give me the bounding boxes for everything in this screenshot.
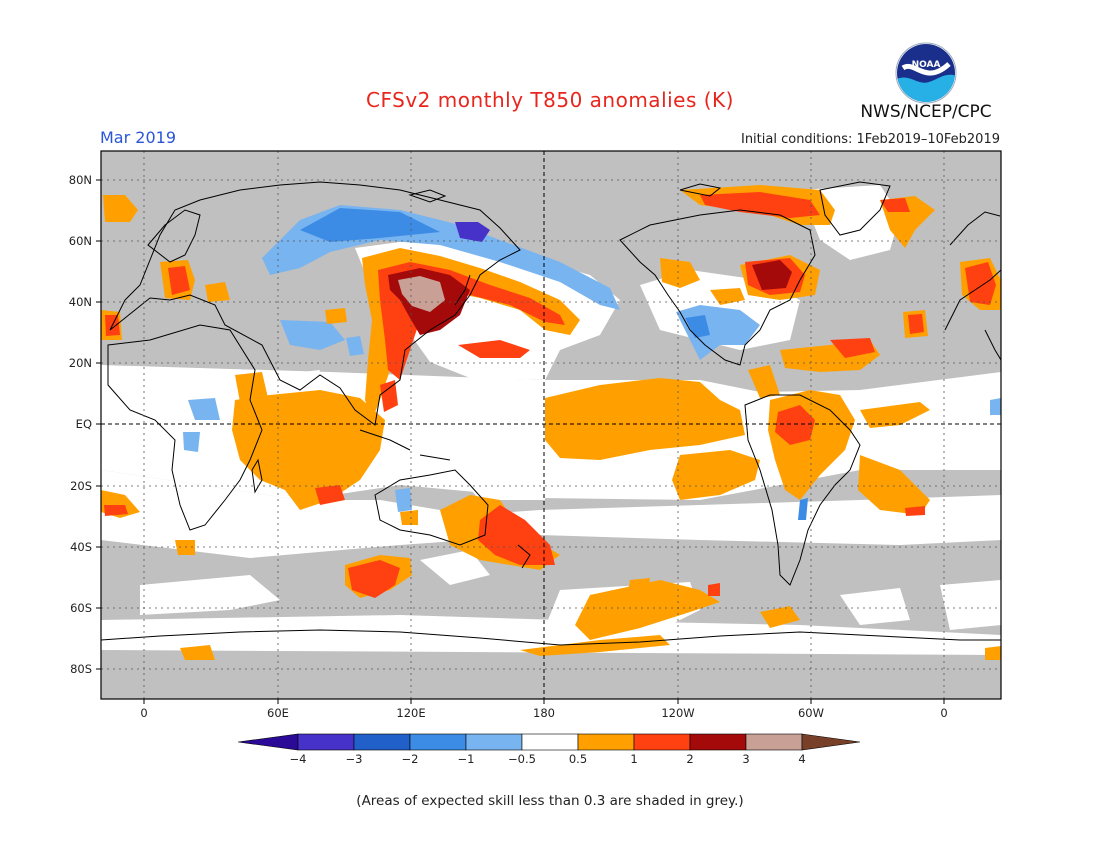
colorbar-label-pos3: 3 [742, 752, 750, 766]
colorbar-bin-pos3 [689, 733, 747, 751]
colorbar-label-pos4: 4 [798, 752, 806, 766]
colorbar-bin-neg2 [409, 733, 467, 751]
skill-footnote: (Areas of expected skill less than 0.3 a… [356, 793, 744, 809]
colorbar-label-neg05: −0.5 [508, 752, 536, 766]
colorbar-label-neg3: −3 [345, 752, 363, 766]
lat-label-60n: 60N [68, 234, 92, 248]
colorbar-label-pos1: 1 [630, 752, 638, 766]
lat-label-40n: 40N [68, 295, 92, 309]
lat-label-60s: 60S [70, 601, 92, 615]
colorbar-arrow-right [801, 733, 861, 751]
lon-label-60w: 60W [797, 706, 824, 720]
lat-label-eq: EQ [75, 417, 92, 431]
lat-label-20n: 20N [68, 356, 92, 370]
colorbar-label-pos2: 2 [686, 752, 694, 766]
colorbar-label-neg1: −1 [457, 752, 475, 766]
coastlines [101, 181, 1001, 646]
lon-label-180: 180 [533, 706, 555, 720]
map-frame [100, 150, 1002, 700]
lon-label-0: 0 [140, 706, 148, 720]
equator-dateline [101, 151, 1001, 699]
colorbar-bin-pos4 [745, 733, 803, 751]
colorbar-bin-neg3 [353, 733, 411, 751]
colorbar-bin-neutral [521, 733, 579, 751]
lat-label-80n: 80N [68, 173, 92, 187]
colorbar-label-pos05: 0.5 [568, 752, 588, 766]
lon-label-120e: 120E [396, 706, 426, 720]
colorbar-label-neg4: −4 [289, 752, 307, 766]
colorbar-bin-pos2 [633, 733, 691, 751]
lat-label-80s: 80S [70, 662, 92, 676]
colorbar-bin-pos1 [577, 733, 635, 751]
negative-anomaly-regions [183, 205, 1001, 520]
lat-label-20s: 20S [70, 479, 92, 493]
colorbar-arrow-left [238, 733, 299, 751]
colorbar-label-neg2: −2 [401, 752, 419, 766]
lon-label-120w: 120W [661, 706, 695, 720]
lon-label-60e: 60E [267, 706, 289, 720]
noaa-logo: NOAA [895, 42, 957, 104]
colorbar [238, 733, 861, 751]
positive-anomaly-regions [101, 185, 1001, 660]
agency-label: NWS/NCEP/CPC [860, 102, 992, 122]
colorbar-bin-neg1 [465, 733, 523, 751]
chart-title: CFSv2 monthly T850 anomalies (K) [366, 88, 734, 112]
lon-label-0-right: 0 [940, 706, 948, 720]
initial-conditions: Initial conditions: 1Feb2019–10Feb2019 [740, 132, 1000, 147]
tick-marks [96, 179, 945, 704]
forecast-month: Mar 2019 [100, 128, 176, 147]
logo-text: NOAA [912, 60, 941, 70]
gridlines [101, 151, 1001, 699]
lat-label-40s: 40S [70, 540, 92, 554]
colorbar-bin-neg4 [297, 733, 355, 751]
